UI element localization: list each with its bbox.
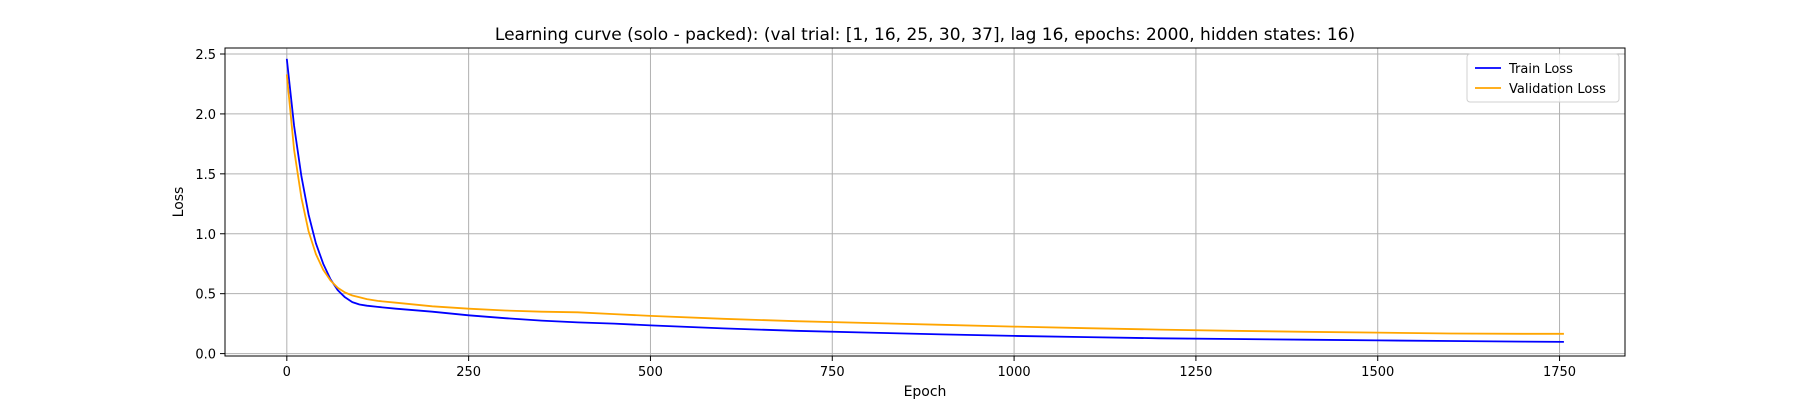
x-tick-label: 750 [820,365,845,380]
y-tick-label: 1.5 [195,168,216,183]
legend-label-validation-loss: Validation Loss [1509,82,1606,97]
x-tick-label: 1500 [1361,365,1394,380]
grid [225,48,1625,356]
y-tick-label: 1.0 [195,228,216,243]
x-axis-label: Epoch [904,384,947,400]
series-lines [285,58,1564,343]
y-tick-label: 2.0 [195,108,216,123]
x-tick-label: 500 [638,365,663,380]
y-axis-label: Loss [171,187,187,218]
y-axis: 0.0 0.5 1.0 1.5 2.0 2.5 [195,48,225,363]
train-loss-line [285,58,1564,343]
y-tick-label: 2.5 [195,48,216,63]
y-tick-label: 0.0 [195,348,216,363]
x-axis: 0 250 500 750 1000 1250 1500 1750 [283,356,1576,380]
chart-title: Learning curve (solo - packed): (val tri… [495,25,1355,45]
y-tick-label: 0.5 [195,288,216,303]
validation-loss-line [285,74,1564,335]
legend: Train Loss Validation Loss [1466,53,1620,103]
x-tick-label: 0 [283,365,291,380]
legend-box [1466,53,1620,103]
x-tick-label: 1000 [998,365,1031,380]
legend-label-train-loss: Train Loss [1508,62,1573,77]
x-tick-label: 1750 [1543,365,1576,380]
x-tick-label: 250 [456,365,481,380]
plot-frame [224,47,1626,357]
x-tick-label: 1250 [1179,365,1212,380]
